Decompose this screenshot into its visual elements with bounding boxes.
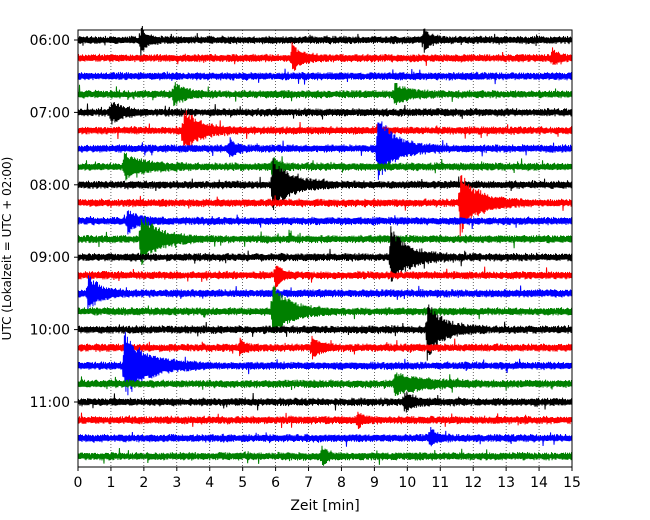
trace-line (77, 265, 573, 291)
x-tick-label: 11 (431, 475, 449, 491)
trace-line (77, 42, 573, 71)
x-tick-label: 13 (497, 475, 515, 491)
y-axis: 06:00 07:00 08:00 09:00 10:00 11:00 (30, 33, 78, 411)
x-tick-label: 14 (530, 475, 548, 491)
trace-line (77, 391, 573, 413)
trace-line (77, 304, 573, 361)
trace-line (77, 25, 573, 57)
trace-line (77, 175, 573, 237)
x-tick-label: 10 (398, 475, 416, 491)
x-tick-label: 6 (271, 475, 280, 491)
x-tick-label: 0 (74, 475, 83, 491)
trace-line (77, 285, 573, 333)
y-tick-label: 09:00 (30, 250, 70, 266)
trace-layer (77, 25, 573, 466)
y-tick-label: 11:00 (30, 395, 70, 411)
x-tick-label: 5 (238, 475, 247, 491)
x-tick-label: 9 (370, 475, 379, 491)
trace-line (77, 216, 573, 265)
trace-line (77, 427, 573, 447)
trace-line (77, 445, 573, 466)
y-tick-label: 07:00 (30, 105, 70, 121)
x-tick-label: 15 (563, 475, 581, 491)
y-tick-label: 08:00 (30, 178, 70, 194)
x-tick-label: 7 (304, 475, 313, 491)
x-tick-label: 1 (106, 475, 115, 491)
y-tick-label: 06:00 (30, 33, 70, 49)
trace-line (77, 82, 573, 107)
trace-line (77, 226, 573, 282)
trace-line (77, 102, 573, 125)
x-tick-label: 12 (464, 475, 482, 491)
x-axis: 0 1 2 3 4 5 6 7 8 9 10 11 12 13 14 15 (74, 467, 581, 491)
trace-line (77, 152, 573, 181)
x-tick-label: 4 (205, 475, 214, 491)
trace-line (77, 121, 573, 180)
x-tick-label: 8 (337, 475, 346, 491)
trace-line (77, 372, 573, 397)
x-axis-title: Zeit [min] (290, 498, 359, 514)
trace-line (77, 411, 573, 429)
x-tick-label: 3 (172, 475, 181, 491)
trace-line (77, 210, 573, 235)
y-tick-label: 10:00 (30, 323, 70, 339)
trace-line (77, 68, 573, 85)
y-axis-title: UTC (Lokalzeit = UTC + 02:00) (0, 157, 14, 341)
x-tick-label: 2 (139, 475, 148, 491)
trace-line (77, 335, 573, 360)
plot-frame (77, 29, 573, 468)
trace-line (77, 110, 573, 149)
trace-line (77, 332, 573, 396)
trace-line (77, 158, 573, 210)
trace-line (77, 275, 573, 313)
